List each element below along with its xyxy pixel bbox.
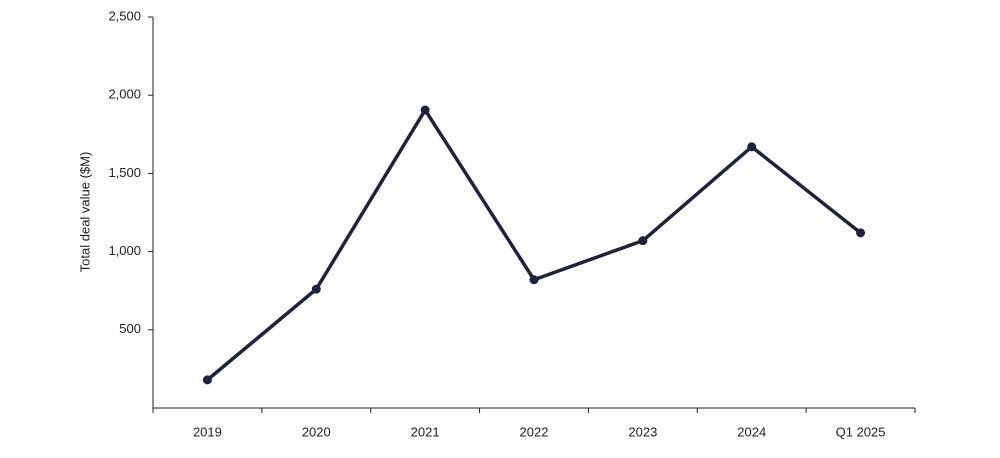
x-tick-label: 2019 [193,424,222,439]
y-tick-label: 1,500 [108,165,141,180]
y-axis-label: Total deal value ($M) [77,152,92,273]
marker [202,375,212,385]
marker [420,105,430,115]
y-tick-label: 2,000 [108,87,141,102]
x-tick-label: 2020 [302,424,331,439]
marker [529,275,539,285]
marker [856,228,866,238]
x-tick-label: 2022 [520,424,549,439]
y-tick-label: 1,000 [108,243,141,258]
marker [311,284,321,294]
x-tick-label: 2023 [628,424,657,439]
x-tick-label: 2021 [411,424,440,439]
marker [638,236,648,246]
y-tick-label: 2,500 [108,8,141,23]
x-tick-label: 2024 [737,424,766,439]
marker [747,142,757,152]
y-tick-label: 500 [119,321,141,336]
line [206,108,862,382]
x-tick-label: Q1 2025 [836,424,886,439]
